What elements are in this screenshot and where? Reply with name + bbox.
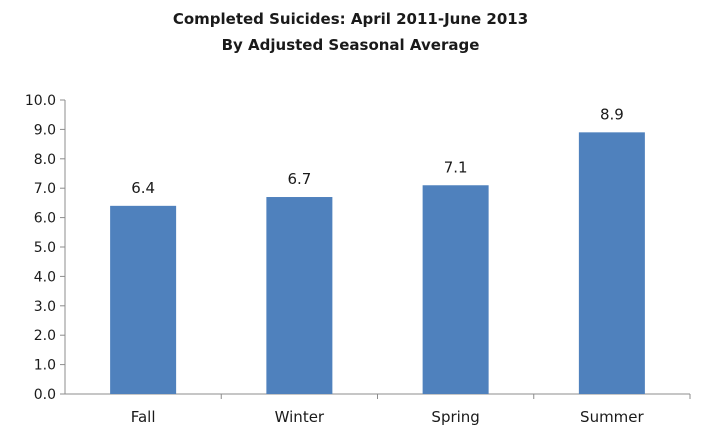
y-axis: 0.0 1.0 2.0 3.0 4.0 5.0 6.0 7.0 8.0 9.0 10.0 — [25, 93, 66, 403]
y-tick-label: 6.0 — [34, 211, 56, 227]
bar-fall — [110, 205, 177, 394]
data-label: 6.4 — [131, 179, 155, 197]
y-tick-label: 0.0 — [34, 387, 56, 403]
x-tick-label: Winter — [275, 408, 325, 426]
y-tick-label: 2.0 — [34, 328, 56, 344]
y-tick-label: 9.0 — [34, 122, 56, 138]
bars — [110, 132, 645, 394]
x-axis: Fall Winter Spring Summer — [65, 393, 691, 426]
y-tick-label: 1.0 — [34, 358, 56, 374]
y-tick-label: 10.0 — [25, 93, 56, 109]
bar-spring — [422, 185, 489, 394]
chart-subtitle: By Adjusted Seasonal Average — [221, 36, 480, 54]
y-tick-label: 5.0 — [34, 240, 56, 256]
x-tick-label: Summer — [580, 408, 644, 426]
y-tick-label: 4.0 — [34, 269, 56, 285]
data-label: 8.9 — [600, 105, 624, 123]
chart-title: Completed Suicides: April 2011-June 2013 — [172, 10, 529, 28]
y-tick-label: 8.0 — [34, 152, 56, 168]
y-tick-label: 3.0 — [34, 299, 56, 315]
data-label: 6.7 — [287, 170, 311, 188]
x-tick-label: Fall — [131, 408, 156, 426]
bar-winter — [266, 197, 333, 394]
y-tick-label: 7.0 — [34, 181, 56, 197]
bar-summer — [578, 132, 645, 394]
data-label: 7.1 — [444, 158, 468, 176]
data-labels: 6.4 6.7 7.1 8.9 — [131, 105, 624, 197]
x-tick-label: Spring — [431, 408, 479, 426]
